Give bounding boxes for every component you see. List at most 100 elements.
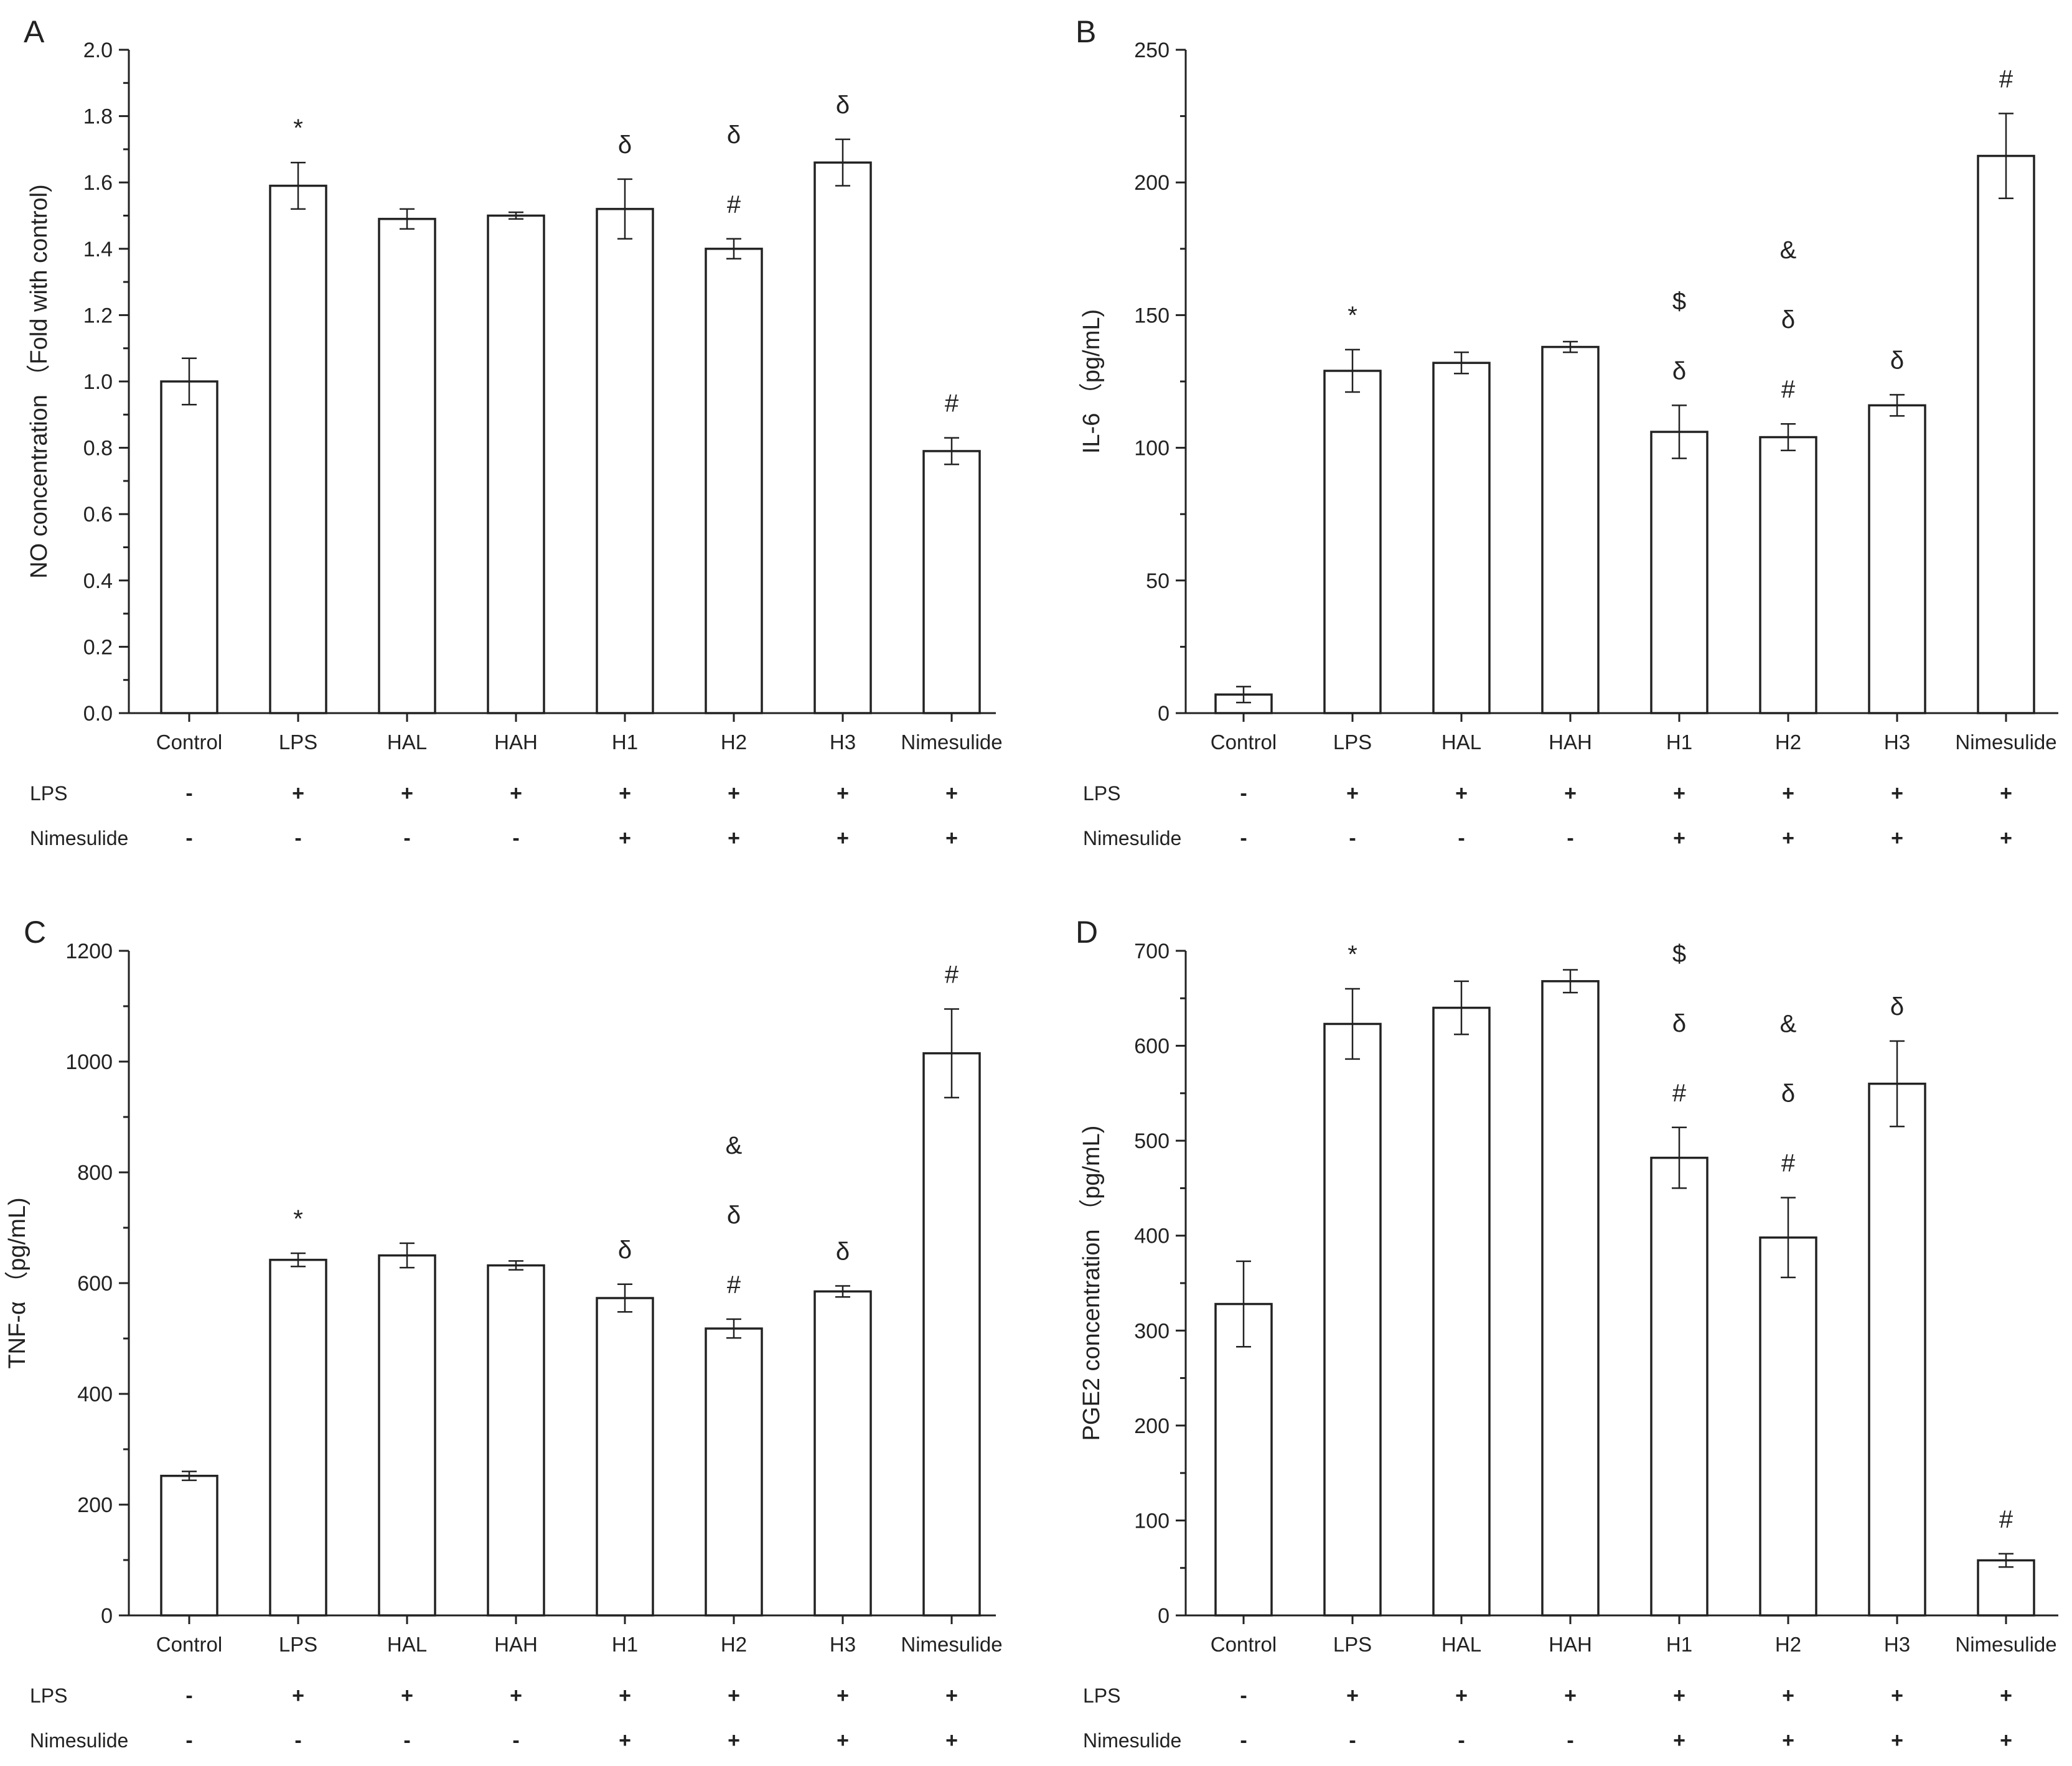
significance-mark: δ [727, 121, 741, 149]
y-tick-label: 0.4 [83, 569, 113, 593]
x-tick-label: LPS [279, 1633, 317, 1656]
x-tick-label: LPS [1333, 731, 1372, 754]
bar-control [160, 380, 218, 714]
significance-mark: # [945, 961, 959, 988]
x-tick-label: HAH [494, 1633, 538, 1656]
treatment-sign: - [512, 1729, 519, 1752]
treatment-row-label: Nimesulide [1083, 1729, 1181, 1752]
treatment-sign: + [1455, 1684, 1468, 1708]
treatment-sign: - [1240, 782, 1247, 805]
treatment-sign: + [837, 826, 849, 850]
treatment-sign: + [945, 826, 958, 850]
significance-mark: δ [727, 1202, 741, 1229]
x-tick-label: Nimesulide [901, 1633, 1002, 1656]
y-tick-label: 250 [1134, 39, 1170, 62]
bar-nimesulide [1977, 154, 2035, 714]
y-tick-label: 1.4 [83, 238, 113, 261]
treatment-sign: - [1240, 1684, 1247, 1708]
significance-mark: * [1348, 302, 1357, 329]
y-axis-label: NO concentration （Fold with control) [26, 184, 52, 579]
x-tick-label: H1 [612, 731, 638, 754]
panel-letter: C [24, 915, 46, 950]
y-tick-label: 0 [1158, 1604, 1170, 1628]
x-tick-label: Nimesulide [901, 731, 1002, 754]
significance-mark: # [1999, 1506, 2013, 1533]
treatment-sign: + [619, 1729, 631, 1752]
bar-lps [1323, 1022, 1382, 1617]
significance-mark: # [727, 191, 741, 218]
significance-mark: * [293, 114, 303, 142]
y-tick-label: 0 [1158, 702, 1170, 726]
y-tick-label: 50 [1146, 569, 1170, 593]
x-tick-label: LPS [1333, 1633, 1372, 1656]
y-tick-label: 0.6 [83, 503, 113, 526]
x-tick-label: HAH [494, 731, 538, 754]
significance-mark: # [1781, 376, 1796, 403]
treatment-sign: + [1564, 1684, 1577, 1708]
x-tick-label: H1 [1666, 1633, 1692, 1656]
x-tick-label: Nimesulide [1955, 1633, 2056, 1656]
x-tick-label: LPS [279, 731, 317, 754]
significance-mark: # [1672, 1080, 1687, 1107]
y-tick-label: 800 [77, 1161, 113, 1185]
treatment-sign: - [512, 826, 519, 850]
bar-lps [1323, 370, 1382, 714]
treatment-sign: + [1891, 1684, 1903, 1708]
significance-mark: # [945, 390, 959, 418]
significance-mark: $ [1672, 287, 1686, 315]
bar-control [1214, 1302, 1273, 1617]
treatment-row-label: Nimesulide [1083, 827, 1181, 849]
x-tick-label: H3 [1884, 731, 1910, 754]
bar-h2 [1759, 436, 1817, 714]
x-tick-label: HAL [387, 1633, 427, 1656]
treatment-sign: - [1349, 826, 1356, 850]
y-tick-label: 600 [1134, 1035, 1170, 1058]
significance-mark: δ [836, 1238, 850, 1265]
bar-h3 [813, 1290, 872, 1617]
y-tick-label: 700 [1134, 940, 1170, 963]
treatment-sign: + [1782, 782, 1794, 805]
x-tick-label: H3 [830, 1633, 856, 1656]
panel-letter: D [1076, 915, 1098, 950]
treatment-row-label: LPS [1083, 1684, 1120, 1707]
x-tick-label: HAL [1441, 1633, 1481, 1656]
significance-mark: δ [1672, 357, 1686, 385]
treatment-sign: + [401, 782, 413, 805]
significance-mark: & [726, 1132, 743, 1159]
panel-letter: A [24, 14, 45, 49]
treatment-sign: + [292, 1684, 304, 1708]
bar-hah [487, 214, 545, 714]
treatment-sign: + [728, 1729, 740, 1752]
x-tick-label: HAL [387, 731, 427, 754]
x-tick-label: HAL [1441, 731, 1481, 754]
significance-mark: # [727, 1271, 741, 1299]
x-tick-label: H3 [830, 731, 856, 754]
y-tick-label: 200 [1134, 171, 1170, 195]
y-tick-label: 500 [1134, 1129, 1170, 1153]
significance-mark: # [1999, 65, 2013, 93]
treatment-sign: + [1891, 1729, 1903, 1752]
x-tick-label: Nimesulide [1955, 731, 2056, 754]
treatment-sign: + [401, 1684, 413, 1708]
treatment-sign: + [945, 1729, 958, 1752]
y-axis-label: IL-6 （pg/mL) [1079, 309, 1105, 454]
bar-hah [1541, 345, 1600, 714]
treatment-sign: + [510, 1684, 522, 1708]
bar-hal [378, 218, 436, 714]
y-tick-label: 100 [1134, 437, 1170, 460]
bar-h2 [705, 248, 763, 714]
treatment-row-label: LPS [30, 1684, 67, 1707]
y-tick-label: 1200 [65, 940, 113, 963]
treatment-sign: + [1673, 1684, 1685, 1708]
significance-mark: δ [1781, 1080, 1795, 1108]
bar-lps [269, 1258, 327, 1617]
treatment-sign: + [619, 826, 631, 850]
significance-mark: δ [1672, 1010, 1686, 1037]
treatment-sign: + [2000, 782, 2012, 805]
treatment-row-label: LPS [30, 782, 67, 805]
bar-nimesulide [1977, 1559, 2035, 1617]
treatment-sign: + [619, 1684, 631, 1708]
treatment-sign: + [1673, 782, 1685, 805]
x-tick-label: H1 [1666, 731, 1692, 754]
treatment-sign: + [1782, 1729, 1794, 1752]
